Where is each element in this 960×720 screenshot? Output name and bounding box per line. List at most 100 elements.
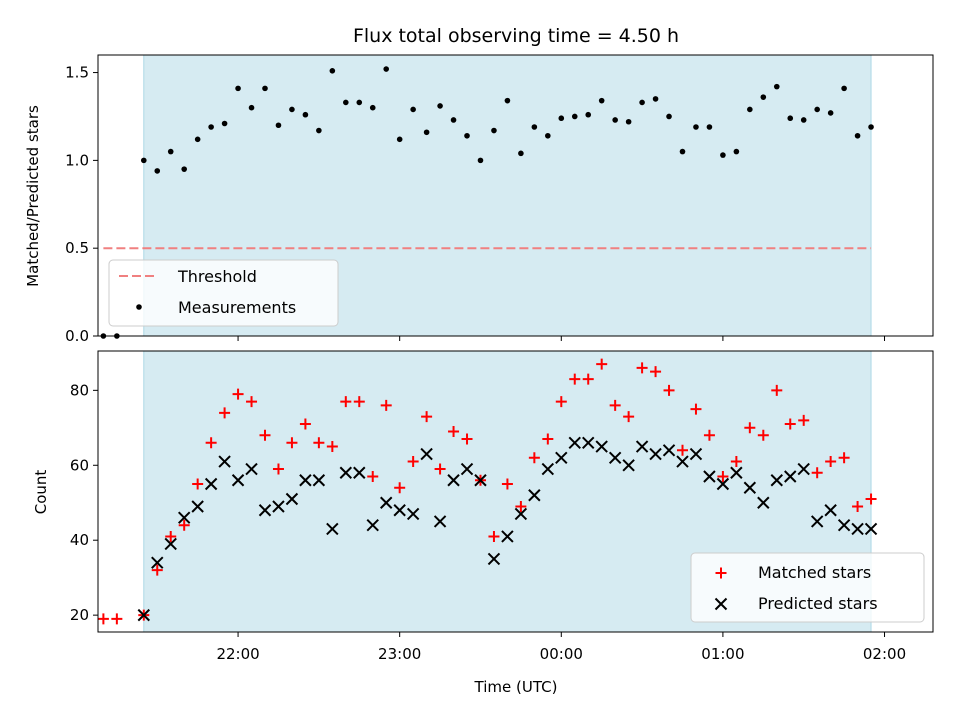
measurement-point [558,115,565,122]
matched-star-point [636,362,648,374]
predicted-star-point [810,515,824,528]
matched-star-point [326,441,338,453]
matched-star-point [757,429,769,441]
measurement-point [140,157,147,164]
matched-star-point [596,358,608,370]
legend-matched-swatch [715,567,727,579]
matched-star-point [178,519,190,531]
measurement-point [693,124,699,130]
top-legend: Threshold Measurements [108,259,339,327]
matched-star-point [677,444,688,456]
predicted-star-point [299,474,312,487]
measurement-point [383,66,390,72]
matched-star-point [259,429,271,441]
matched-star-point [825,456,837,468]
measurement-point [814,106,820,113]
x-tick-label: 01:00 [701,645,744,663]
y-tick-label: 1.5 [65,64,89,82]
predicted-star-point [689,447,703,461]
predicted-star-point [258,504,272,517]
matched-star-point [340,396,352,408]
measurement-point [518,150,524,157]
y-tick-label: 1.0 [65,151,89,169]
measurement-point [289,106,295,113]
predicted-star-point [501,530,514,543]
y-tick-label: 0.0 [65,327,89,345]
predicted-star-point [649,447,662,461]
measurement-point [356,99,363,106]
matched-star-point [771,384,783,396]
bottom-series-layer [97,358,878,625]
matched-star-point [811,467,823,479]
predicted-star-point [366,519,379,532]
top-series-layer [100,66,874,339]
matched-star-point [380,399,392,411]
measurement-point [248,104,255,111]
measurement-point [235,85,241,92]
predicted-star-point [622,459,635,472]
bottom-legend: Matched stars Predicted stars [690,552,925,623]
measurement-point [437,103,443,109]
measurement-point [491,127,497,134]
predicted-star-point [272,500,285,513]
matched-star-point [367,471,379,483]
predicted-star-point [541,462,555,476]
matched-star-point [555,396,567,408]
measurement-point [154,168,161,174]
measurement-point [369,104,376,111]
measurement-point [612,117,618,123]
predicted-star-point [568,436,581,450]
predicted-star-point [420,447,433,461]
matched-star-point [407,456,419,468]
measurement-point [598,97,605,104]
predicted-star-point [177,511,191,524]
predicted-star-point [824,504,837,517]
measurement-point [720,152,726,158]
measurement-point [679,148,686,155]
measurement-point [208,124,214,130]
predicted-star-point [231,474,245,487]
measurement-point [464,132,470,139]
matched-star-point [394,482,406,494]
y-tick-label: 20 [70,606,89,624]
predicted-star-point [595,440,608,453]
matched-star-point [205,437,217,449]
predicted-star-point [218,455,231,468]
measurement-point [854,132,861,139]
predicted-star-point [353,466,366,479]
measurement-point [571,113,578,120]
measurement-point [194,136,201,143]
predicted-star-point [460,462,474,476]
matched-star-point [488,530,500,542]
legend-predicted-label: Predicted stars [758,594,878,613]
legend-measurement-label: Measurements [178,298,296,317]
matched-star-point [609,399,621,411]
predicted-star-point [326,522,339,536]
measurement-point [343,99,349,106]
predicted-star-point [676,455,689,468]
predicted-star-point [784,470,797,483]
matched-star-point [784,418,796,430]
matched-star-point [865,493,877,505]
measurement-point [545,132,551,139]
measurement-point [181,166,187,172]
matched-star-point [219,407,231,419]
matched-star-point [151,564,163,576]
measurement-point [747,106,753,113]
predicted-star-point [514,507,528,521]
predicted-star-point [716,477,730,491]
measurement-point [800,117,807,123]
x-tick-label: 00:00 [540,645,583,663]
measurement-point [639,99,645,106]
x-tick-label: 22:00 [216,645,259,663]
measurement-point [316,127,322,134]
matched-star-point [434,463,446,475]
matched-star-point [461,433,473,445]
predicted-star-point [837,519,851,532]
measurement-point [423,129,430,136]
matched-star-point [165,530,177,542]
matched-star-point [299,418,311,430]
predicted-star-point [662,444,676,457]
top-panel: 0.0 0.5 1.0 1.5 Flux total observing time =… [24,25,934,345]
legend-box [108,259,339,327]
